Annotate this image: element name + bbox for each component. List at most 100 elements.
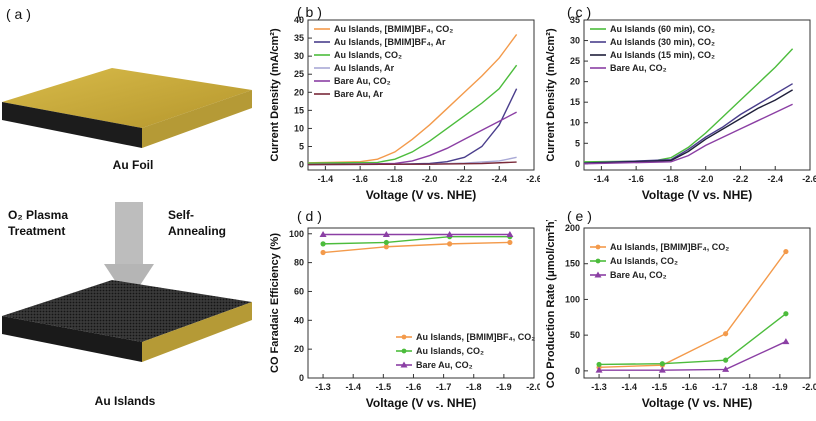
y-tick-label: 15: [294, 105, 304, 115]
x-tick-label: -1.6: [682, 382, 698, 392]
au-foil-caption: Au Foil: [112, 158, 154, 172]
legend-entry: Bare Au, CO₂: [610, 63, 667, 73]
x-tick-label: -1.8: [387, 174, 403, 184]
panel-a-label: ( a ): [6, 6, 31, 22]
x-tick-label: -1.4: [318, 174, 334, 184]
au-foil-slab: [2, 68, 252, 148]
data-point: [382, 230, 390, 237]
y-tick-label: 0: [299, 373, 304, 383]
x-tick-label: -1.9: [496, 382, 512, 392]
data-point: [319, 230, 327, 237]
legend-entry: Au Islands, [BMIM]BF₄, Ar: [334, 37, 446, 47]
data-point: [723, 331, 729, 337]
y-tick-label: 5: [299, 142, 304, 152]
x-tick-label: -1.3: [315, 382, 331, 392]
series-line-2: [599, 313, 787, 366]
y-tick-label: 25: [294, 69, 304, 79]
x-tick-label: -2.6: [526, 174, 540, 184]
y-tick-label: 100: [289, 229, 304, 239]
data-point: [783, 311, 789, 317]
y-tick-label: 30: [294, 51, 304, 61]
x-tick-label: -2.0: [698, 174, 714, 184]
y-tick-label: 10: [294, 123, 304, 133]
y-tick-label: 150: [565, 259, 580, 269]
y-tick-label: 40: [294, 315, 304, 325]
y-tick-label: 40: [294, 16, 304, 25]
legend-entry: Au Islands (15 min), CO₂: [610, 50, 715, 60]
x-tick-label: -2.0: [802, 382, 816, 392]
x-tick-label: -1.4: [621, 382, 637, 392]
plot-frame: [307, 227, 535, 379]
legend-marker: [594, 271, 602, 278]
x-tick-label: -1.4: [594, 174, 610, 184]
data-point: [722, 365, 730, 372]
x-tick-label: -1.8: [742, 382, 758, 392]
chart-b: -1.4 -1.6 -1.8 -2.0 -2.2 -2.4 -2.6 0 5 10 15 20 25 30…: [269, 16, 540, 202]
series-line-3: [599, 340, 787, 371]
legend-entry: Au Islands, [BMIM]BF₄, CO₂: [610, 242, 729, 252]
series-line-6: [307, 161, 517, 166]
legend-entry: Au Islands, CO₂: [610, 256, 678, 266]
y-tick-label: 0: [575, 366, 580, 376]
y-tick-label: 35: [294, 33, 304, 43]
plot-frame: [583, 19, 811, 171]
data-point: [383, 244, 389, 250]
y-tick-label: 20: [294, 87, 304, 97]
x-tick-label: -1.8: [466, 382, 482, 392]
series-line-4: [583, 103, 793, 165]
legend-marker: [595, 244, 601, 250]
panel-d-label: ( d ): [297, 208, 322, 224]
data-point: [447, 241, 453, 247]
x-tick-label: -1.6: [406, 382, 422, 392]
y-tick-label: 200: [565, 223, 580, 233]
x-axis-label: Voltage (V vs. NHE): [366, 188, 476, 202]
x-tick-label: -1.4: [345, 382, 361, 392]
plot-frame: [583, 227, 811, 379]
au-foil-illustration: [2, 68, 252, 362]
y-axis-label: Current Density (mA/cm²): [269, 28, 281, 162]
x-tick-label: -1.7: [712, 382, 728, 392]
legend-entry: Au Islands, CO₂: [416, 346, 484, 356]
data-point: [595, 366, 603, 373]
legend-entry: Bare Au, CO₂: [416, 360, 473, 370]
data-point: [658, 366, 666, 373]
x-tick-label: -2.2: [733, 174, 749, 184]
x-tick-label: -1.5: [652, 382, 668, 392]
data-point: [320, 241, 326, 247]
data-point: [783, 248, 789, 255]
data-point: [659, 361, 665, 367]
y-axis-label: CO Production Rate (μmol/cm²h): [545, 220, 557, 388]
y-tick-label: 20: [570, 77, 580, 87]
series-line-1: [307, 34, 518, 164]
y-tick-label: 20: [294, 344, 304, 354]
y-axis-label: Current Density (mA/cm²): [545, 28, 557, 162]
treatment-right-line1: Self-: [168, 208, 195, 222]
data-point: [723, 357, 729, 363]
y-tick-label: 0: [575, 159, 580, 169]
au-islands-caption: Au Islands: [94, 394, 156, 408]
series-line-5: [307, 111, 517, 166]
x-tick-label: -2.4: [491, 174, 507, 184]
data-point: [506, 230, 514, 237]
y-tick-label: 15: [570, 97, 580, 107]
y-tick-label: 100: [565, 294, 580, 304]
x-tick-label: -2.6: [802, 174, 816, 184]
y-tick-label: 50: [570, 330, 580, 340]
chart-c: -1.4 -1.6 -1.8 -2.0 -2.2 -2.4 -2.6 0 5 10 15 20 25 30…: [545, 16, 816, 202]
x-tick-label: -2.0: [422, 174, 438, 184]
data-point: [320, 249, 326, 256]
data-point: [507, 239, 513, 246]
legend-entry: Au Islands (60 min), CO₂: [610, 24, 715, 34]
x-tick-label: -1.3: [591, 382, 607, 392]
x-tick-label: -1.5: [376, 382, 392, 392]
y-tick-label: 25: [570, 56, 580, 66]
y-tick-label: 35: [570, 16, 580, 25]
legend-marker: [400, 361, 408, 368]
treatment-left-line1: O₂ Plasma: [8, 208, 69, 222]
chart-d: -1.3 -1.4 -1.5 -1.6 -1.7 -1.8 -1.9 -2.0 0 20 40 60 8…: [269, 227, 540, 410]
y-tick-label: 0: [299, 160, 304, 170]
panel-e-label: ( e ): [567, 208, 592, 224]
series-line-1: [583, 48, 794, 163]
y-tick-label: 60: [294, 286, 304, 296]
legend-marker: [595, 258, 601, 264]
